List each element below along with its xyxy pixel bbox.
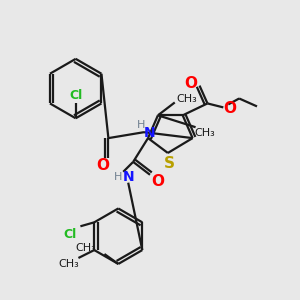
- Text: H: H: [137, 120, 145, 130]
- Text: O: O: [96, 158, 109, 173]
- Text: O: O: [152, 174, 164, 189]
- Text: N: N: [144, 126, 156, 140]
- Text: Cl: Cl: [64, 228, 77, 241]
- Text: H: H: [114, 172, 122, 182]
- Text: O: O: [184, 76, 197, 91]
- Text: CH₃: CH₃: [176, 94, 197, 104]
- Text: CH₃: CH₃: [194, 128, 215, 138]
- Text: Cl: Cl: [69, 89, 82, 102]
- Text: S: S: [164, 156, 175, 171]
- Text: CH₃: CH₃: [76, 243, 97, 253]
- Text: N: N: [122, 170, 134, 184]
- Text: CH₃: CH₃: [58, 259, 79, 269]
- Text: O: O: [224, 101, 237, 116]
